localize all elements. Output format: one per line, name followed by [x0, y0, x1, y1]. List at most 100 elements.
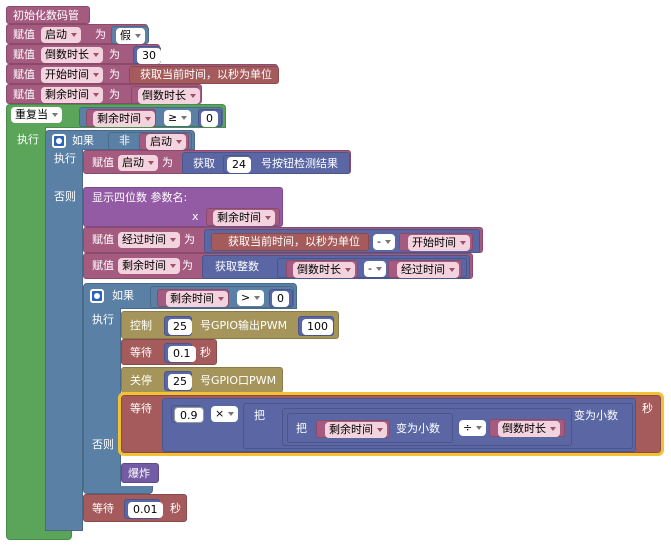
to-decimal-block[interactable]: 把 变为小数 把 剩余时间 变为小数 ÷ 倒数时长: [243, 403, 633, 449]
minus-block[interactable]: 倒数时长 - 经过时间: [277, 258, 467, 278]
var-start-dropdown[interactable]: 启动: [118, 155, 158, 171]
set-elapsed-block[interactable]: 赋值 经过时间 为 获取当前时间，以秒为单位 - 开始时间: [83, 227, 483, 253]
get-remain-dropdown[interactable]: 剩余时间: [213, 210, 275, 226]
multiply-block[interactable]: 0.9 × 把 变为小数 把 剩余时间 变为小数 ÷ 倒数时长: [162, 398, 636, 452]
var-duration-dropdown[interactable]: 倒数时长: [41, 47, 103, 63]
get-duration-block[interactable]: 倒数时长: [489, 419, 565, 437]
number-block[interactable]: 25: [164, 371, 192, 391]
number-0-9-input[interactable]: 0.9: [174, 407, 204, 423]
number-block[interactable]: 0: [269, 289, 293, 307]
divide-block[interactable]: 把 剩余时间 变为小数 ÷ 倒数时长: [282, 408, 572, 446]
op-times-dropdown[interactable]: ×: [211, 406, 239, 422]
get-remain-block[interactable]: 剩余时间: [316, 420, 390, 438]
get-int-block[interactable]: 获取整数 倒数时长 - 经过时间: [202, 255, 470, 279]
var-start-dropdown[interactable]: 启动: [41, 27, 81, 43]
sec-label: 秒: [200, 346, 211, 359]
button-result-label: 号按钮检测结果: [261, 157, 338, 170]
get-label: 获取: [193, 157, 215, 170]
number-block[interactable]: 0.1: [164, 343, 196, 363]
get-elapsed-block[interactable]: 经过时间: [388, 260, 462, 278]
get-remain-block[interactable]: 剩余时间: [157, 289, 229, 307]
button-detect-block[interactable]: 获取 24 号按钮检测结果: [182, 152, 350, 174]
param-x-label: x: [192, 210, 199, 223]
get-remain-dropdown[interactable]: 剩余时间: [166, 291, 228, 307]
show-four-digit-block[interactable]: 显示四位数 参数名: x 剩余时间: [83, 187, 283, 227]
inner-to-decimal-block[interactable]: 把 剩余时间 变为小数: [287, 413, 453, 443]
set-label: 赋值: [92, 156, 114, 169]
bool-false-block[interactable]: 假: [111, 26, 149, 44]
op-gt-dropdown[interactable]: >: [237, 290, 265, 306]
get-remain-block[interactable]: 剩余时间: [86, 109, 156, 127]
op-div-dropdown[interactable]: ÷: [459, 420, 487, 436]
wait-final-block[interactable]: 等待 0.01 秒: [83, 494, 187, 522]
get-time-block[interactable]: 获取当前时间，以秒为单位: [211, 233, 369, 251]
explode-block[interactable]: 爆炸: [121, 463, 159, 483]
set-start-block[interactable]: 赋值 启动 为 假: [6, 24, 149, 44]
get-duration-block[interactable]: 倒数时长: [131, 86, 200, 104]
op-ge-dropdown[interactable]: ≥: [164, 110, 192, 126]
bool-false-dropdown[interactable]: 假: [116, 28, 145, 44]
get-begin-dropdown[interactable]: 开始时间: [408, 235, 470, 251]
var-begin-dropdown[interactable]: 开始时间: [41, 67, 103, 83]
get-remain-dropdown[interactable]: 剩余时间: [93, 111, 155, 127]
wait-expression-block[interactable]: 等待 秒 0.9 × 把 变为小数 把 剩余时间 变为小数 ÷ 倒数时长: [118, 392, 664, 456]
compare-gt-block[interactable]: 剩余时间 > 0: [150, 286, 294, 308]
get-duration-block[interactable]: 倒数时长: [286, 260, 358, 278]
gear-icon[interactable]: [52, 134, 66, 148]
number-0-input[interactable]: 0: [201, 111, 218, 127]
var-elapsed-dropdown[interactable]: 经过时间: [118, 232, 180, 248]
else-label: 否则: [54, 190, 76, 203]
set-remain-int-block[interactable]: 赋值 剩余时间 为 获取整数 倒数时长 - 经过时间: [83, 253, 473, 279]
pwm-output-label: 号GPIO输出PWM: [200, 319, 288, 332]
set-begin-block[interactable]: 赋值 开始时间 为 获取当前时间，以秒为单位: [6, 64, 279, 84]
do-label: 执行: [17, 133, 39, 146]
get-remain-block[interactable]: 剩余时间: [206, 208, 280, 226]
gear-icon[interactable]: [90, 289, 104, 303]
number-0-input[interactable]: 0: [272, 291, 289, 307]
pwm-off-block[interactable]: 关停 25 号GPIO口PWM: [121, 367, 283, 393]
set-duration-block[interactable]: 赋值 倒数时长 为 30: [6, 44, 161, 64]
repeat-mode-dropdown[interactable]: 重复当: [11, 107, 62, 123]
get-duration-dropdown[interactable]: 倒数时长: [293, 262, 355, 278]
op-minus-dropdown[interactable]: -: [373, 234, 395, 250]
explode-label: 爆炸: [128, 467, 150, 480]
get-start-block[interactable]: 启动: [139, 133, 189, 150]
get-remain-dropdown[interactable]: 剩余时间: [325, 422, 387, 438]
number-block[interactable]: 100: [298, 316, 334, 336]
get-begin-block[interactable]: 开始时间: [399, 233, 473, 251]
number-block[interactable]: 0.01: [124, 499, 163, 519]
var-remain-dropdown[interactable]: 剩余时间: [118, 258, 180, 274]
number-0-01-input[interactable]: 0.01: [128, 502, 163, 518]
if-label: 如果: [112, 289, 134, 302]
inner-if-block[interactable]: 如果 剩余时间 > 0: [83, 283, 297, 309]
number-25-input[interactable]: 25: [168, 374, 192, 390]
get-elapsed-dropdown[interactable]: 经过时间: [397, 262, 459, 278]
number-block[interactable]: 25: [164, 316, 192, 336]
get-start-dropdown[interactable]: 启动: [146, 134, 186, 150]
number-block[interactable]: 24: [223, 155, 251, 173]
op-minus-dropdown[interactable]: -: [364, 261, 386, 277]
get-duration-dropdown[interactable]: 倒数时长: [138, 88, 200, 104]
init-display-block[interactable]: 初始化数码管: [6, 6, 90, 24]
number-block[interactable]: 30: [133, 46, 161, 64]
if-else-block[interactable]: 如果 非 启动: [45, 130, 195, 150]
set-start-button-block[interactable]: 赋值 启动 为 获取 24 号按钮检测结果: [83, 150, 351, 174]
var-remain-dropdown[interactable]: 剩余时间: [41, 87, 103, 103]
number-24-input[interactable]: 24: [227, 157, 251, 173]
pwm-output-block[interactable]: 控制 25 号GPIO输出PWM 100: [121, 311, 339, 339]
repeat-while-block[interactable]: 重复当 剩余时间 ≥ 0: [6, 104, 226, 128]
wait-block[interactable]: 等待 0.1 秒: [121, 339, 217, 365]
set-remain-block[interactable]: 赋值 剩余时间 为 倒数时长: [6, 84, 202, 104]
number-25-input[interactable]: 25: [168, 319, 192, 335]
number-100-input[interactable]: 100: [302, 319, 333, 335]
number-0-1-input[interactable]: 0.1: [168, 346, 196, 362]
number-30-input[interactable]: 30: [137, 48, 161, 64]
get-duration-dropdown[interactable]: 倒数时长: [498, 421, 560, 437]
number-block[interactable]: 0.9: [171, 405, 204, 423]
not-block[interactable]: 非 启动: [108, 132, 192, 150]
minus-block[interactable]: 获取当前时间，以秒为单位 - 开始时间: [204, 229, 480, 253]
get-time-block[interactable]: 获取当前时间，以秒为单位: [129, 66, 279, 84]
to-label: 为: [109, 68, 120, 81]
compare-ge-block[interactable]: 剩余时间 ≥ 0: [79, 107, 223, 127]
number-block[interactable]: 0: [198, 109, 222, 127]
